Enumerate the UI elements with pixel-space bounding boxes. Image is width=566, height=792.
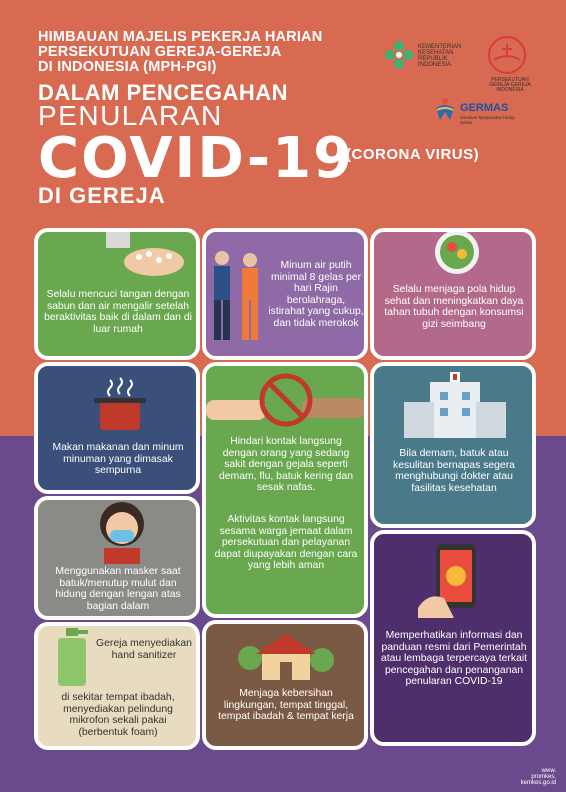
food-plate-icon bbox=[435, 232, 479, 274]
header-penularan: PENULARAN bbox=[38, 100, 223, 131]
oikoumene-icon bbox=[488, 36, 526, 74]
house-icon bbox=[238, 634, 334, 680]
card-cooked-food-text: Makan makanan dan minum minuman yang dim… bbox=[52, 442, 184, 476]
card-avoid-contact: Hindari kontak langsung dengan orang yan… bbox=[202, 362, 368, 618]
header-dalam-pencegahan: DALAM PENCEGAHAN bbox=[38, 80, 288, 105]
card-nutrition: Selalu menjaga pola hidup sehat dan meni… bbox=[370, 228, 536, 360]
header-line-2: PERSEKUTUAN GEREJA-GEREJA bbox=[38, 44, 282, 60]
footer-line-1: www. bbox=[541, 768, 556, 774]
smartphone-icon bbox=[418, 544, 476, 618]
handwash-icon bbox=[106, 232, 184, 276]
card-mask-text: Menggunakan masker saat batuk/menutup mu… bbox=[55, 566, 181, 612]
card-official-info: Memperhatikan informasi dan panduan resm… bbox=[370, 530, 536, 746]
card-sanitizer-text-2: di sekitar tempat ibadah, menyediakan pe… bbox=[61, 692, 175, 738]
card-handwash-text: Selalu mencuci tangan dengan sabun dan a… bbox=[44, 289, 192, 335]
card-see-doctor-text: Bila demam, batuk atau kesulitan bernapa… bbox=[393, 448, 515, 494]
footer-line-3: kemkes.go.id bbox=[520, 780, 556, 786]
kemenkes-logo bbox=[384, 40, 414, 75]
card-mask: Menggunakan masker saat batuk/menutup mu… bbox=[34, 496, 200, 620]
germas-logo bbox=[432, 96, 458, 127]
card-see-doctor: Bila demam, batuk atau kesulitan bernapa… bbox=[370, 362, 536, 528]
card-exercise-text: Minum air putih minimal 8 gelas per hari… bbox=[268, 260, 364, 329]
header-di-gereja: DI GEREJA bbox=[38, 183, 166, 208]
card-nutrition-text: Selalu menjaga pola hidup sehat dan meni… bbox=[384, 284, 524, 330]
card-cooked-food: Makan makanan dan minum minuman yang dim… bbox=[34, 362, 200, 494]
hospital-icon bbox=[404, 372, 506, 438]
card-cleanliness: Menjaga kebersihan lingkungan, tempat ti… bbox=[202, 620, 368, 750]
sanitizer-bottle-icon bbox=[58, 628, 88, 686]
header-line-1: HIMBAUAN MAJELIS PEKERJA HARIAN bbox=[38, 29, 323, 45]
card-official-info-text: Memperhatikan informasi dan panduan resm… bbox=[380, 630, 528, 687]
footer-line-2: promkes. bbox=[531, 774, 556, 780]
elderly-exercise-icon bbox=[214, 251, 258, 340]
footer-website: www. promkes. kemkes.go.id bbox=[521, 768, 556, 786]
no-handshake-icon bbox=[206, 373, 364, 427]
card-handwash: Selalu mencuci tangan dengan sabun dan a… bbox=[34, 228, 200, 360]
header-line-3: DI INDONESIA (MPH-PGI) bbox=[38, 59, 217, 75]
card-exercise: Minum air putih minimal 8 gelas per hari… bbox=[202, 228, 368, 360]
pgi-label: PERSEKUTUAN GEREJA-GEREJA INDONESIA bbox=[489, 77, 531, 93]
oikoumene-logo bbox=[482, 30, 532, 85]
card-sanitizer-text-1: Gereja menyediakan hand sanitizer bbox=[96, 638, 192, 661]
germas-icon bbox=[436, 98, 454, 120]
card-cleanliness-text: Menjaga kebersihan lingkungan, tempat ti… bbox=[218, 688, 354, 722]
germas-subtitle: Gerakan Masyarakat Hidup Sehat bbox=[460, 115, 515, 125]
cooking-pot-icon bbox=[94, 377, 146, 430]
card-sanitizer: Gereja menyediakan hand sanitizer di sek… bbox=[34, 622, 200, 750]
kemenkes-label: KEMENTERIAN KESEHATAN REPUBLIK INDONESIA bbox=[418, 44, 462, 68]
card-avoid-contact-text-1: Hindari kontak langsung dengan orang yan… bbox=[219, 436, 353, 493]
header-covid19: COVID-19 bbox=[38, 126, 355, 191]
germas-title: GERMAS bbox=[460, 102, 509, 114]
person-mask-icon bbox=[100, 502, 144, 564]
kemenkes-icon bbox=[385, 41, 413, 69]
header-intro: HIMBAUAN MAJELIS PEKERJA HARIAN PERSEKUT… bbox=[38, 30, 322, 75]
card-avoid-contact-text-2: Aktivitas kontak langsung sesama warga j… bbox=[214, 514, 358, 571]
header-corona-virus: (CORONA VIRUS) bbox=[346, 146, 480, 163]
